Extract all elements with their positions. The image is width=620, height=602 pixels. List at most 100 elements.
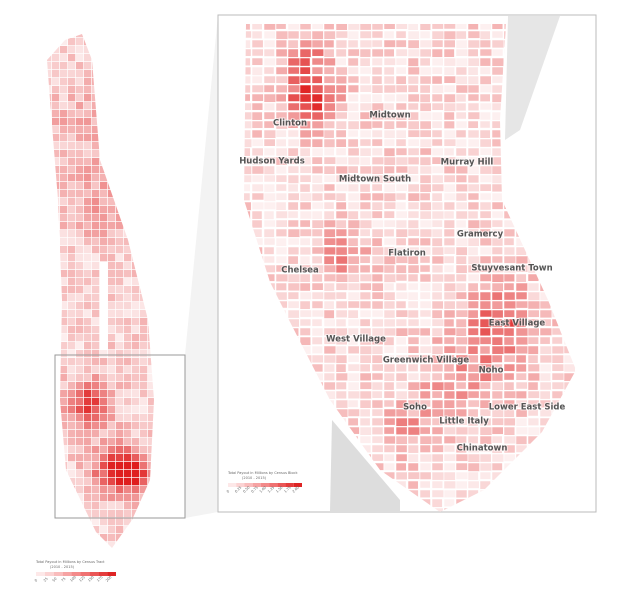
block [148, 526, 154, 534]
block [455, 246, 468, 256]
block [359, 66, 372, 75]
block [60, 382, 68, 390]
block [359, 327, 372, 337]
block [156, 494, 163, 501]
block [299, 66, 311, 75]
block [443, 138, 457, 147]
block [251, 120, 264, 129]
block [140, 318, 148, 326]
block [116, 34, 124, 38]
block [383, 219, 396, 228]
block [287, 48, 299, 58]
block [156, 246, 163, 253]
block [68, 406, 76, 414]
block [467, 165, 480, 175]
block [431, 165, 444, 174]
block [371, 174, 384, 184]
block [60, 542, 68, 548]
block [467, 300, 479, 309]
block [132, 222, 140, 230]
block [116, 430, 124, 438]
block [108, 198, 116, 206]
block [251, 192, 265, 201]
block [108, 542, 116, 548]
block [124, 46, 132, 54]
block [108, 214, 116, 222]
block [323, 228, 336, 238]
block [335, 264, 348, 274]
block [108, 406, 116, 414]
block [443, 246, 456, 255]
block [60, 350, 68, 358]
block [431, 399, 444, 409]
block [419, 480, 431, 489]
block [140, 206, 148, 214]
block [539, 399, 551, 408]
block [431, 336, 443, 345]
block [47, 54, 52, 62]
block [431, 381, 445, 391]
block [76, 262, 84, 270]
block [156, 358, 163, 365]
block [244, 174, 252, 183]
block [491, 102, 503, 111]
block [383, 417, 396, 426]
block [100, 254, 108, 262]
block [108, 382, 116, 390]
block [156, 470, 163, 477]
block [299, 255, 311, 265]
block [431, 444, 444, 453]
block [84, 70, 92, 78]
block [140, 110, 148, 118]
block [395, 120, 408, 129]
block [407, 201, 420, 210]
block [299, 165, 312, 174]
block [467, 255, 480, 265]
block [92, 214, 100, 222]
block [275, 120, 288, 130]
block [52, 510, 60, 518]
block [116, 222, 124, 230]
block [443, 480, 457, 489]
block [100, 390, 108, 398]
block [76, 358, 84, 366]
block [52, 334, 60, 342]
block [491, 57, 504, 67]
block [407, 102, 419, 111]
block [76, 470, 84, 478]
block [100, 478, 108, 486]
block [76, 206, 84, 214]
block [84, 142, 92, 150]
block [108, 486, 116, 494]
block [395, 471, 408, 480]
block [455, 408, 468, 417]
block [84, 158, 92, 166]
block [68, 158, 76, 166]
block [92, 70, 100, 78]
block [60, 270, 68, 278]
block [311, 354, 324, 364]
block [419, 390, 431, 399]
block [92, 350, 100, 358]
block [116, 238, 124, 246]
block [100, 446, 108, 454]
block [527, 300, 541, 310]
block [383, 282, 395, 292]
block [92, 38, 100, 46]
neighborhood-labels: Clinton Midtown Hudson Yards Murray Hill… [238, 110, 566, 455]
block [68, 110, 76, 118]
block [299, 111, 312, 120]
block [92, 342, 100, 350]
block [359, 336, 372, 346]
block [156, 350, 163, 357]
block [84, 390, 92, 398]
block [383, 39, 396, 48]
block [100, 366, 108, 374]
block [491, 66, 504, 76]
block [68, 510, 76, 518]
block [263, 165, 275, 175]
block [47, 478, 52, 486]
block [479, 174, 493, 183]
block [84, 286, 92, 294]
block [108, 262, 116, 270]
